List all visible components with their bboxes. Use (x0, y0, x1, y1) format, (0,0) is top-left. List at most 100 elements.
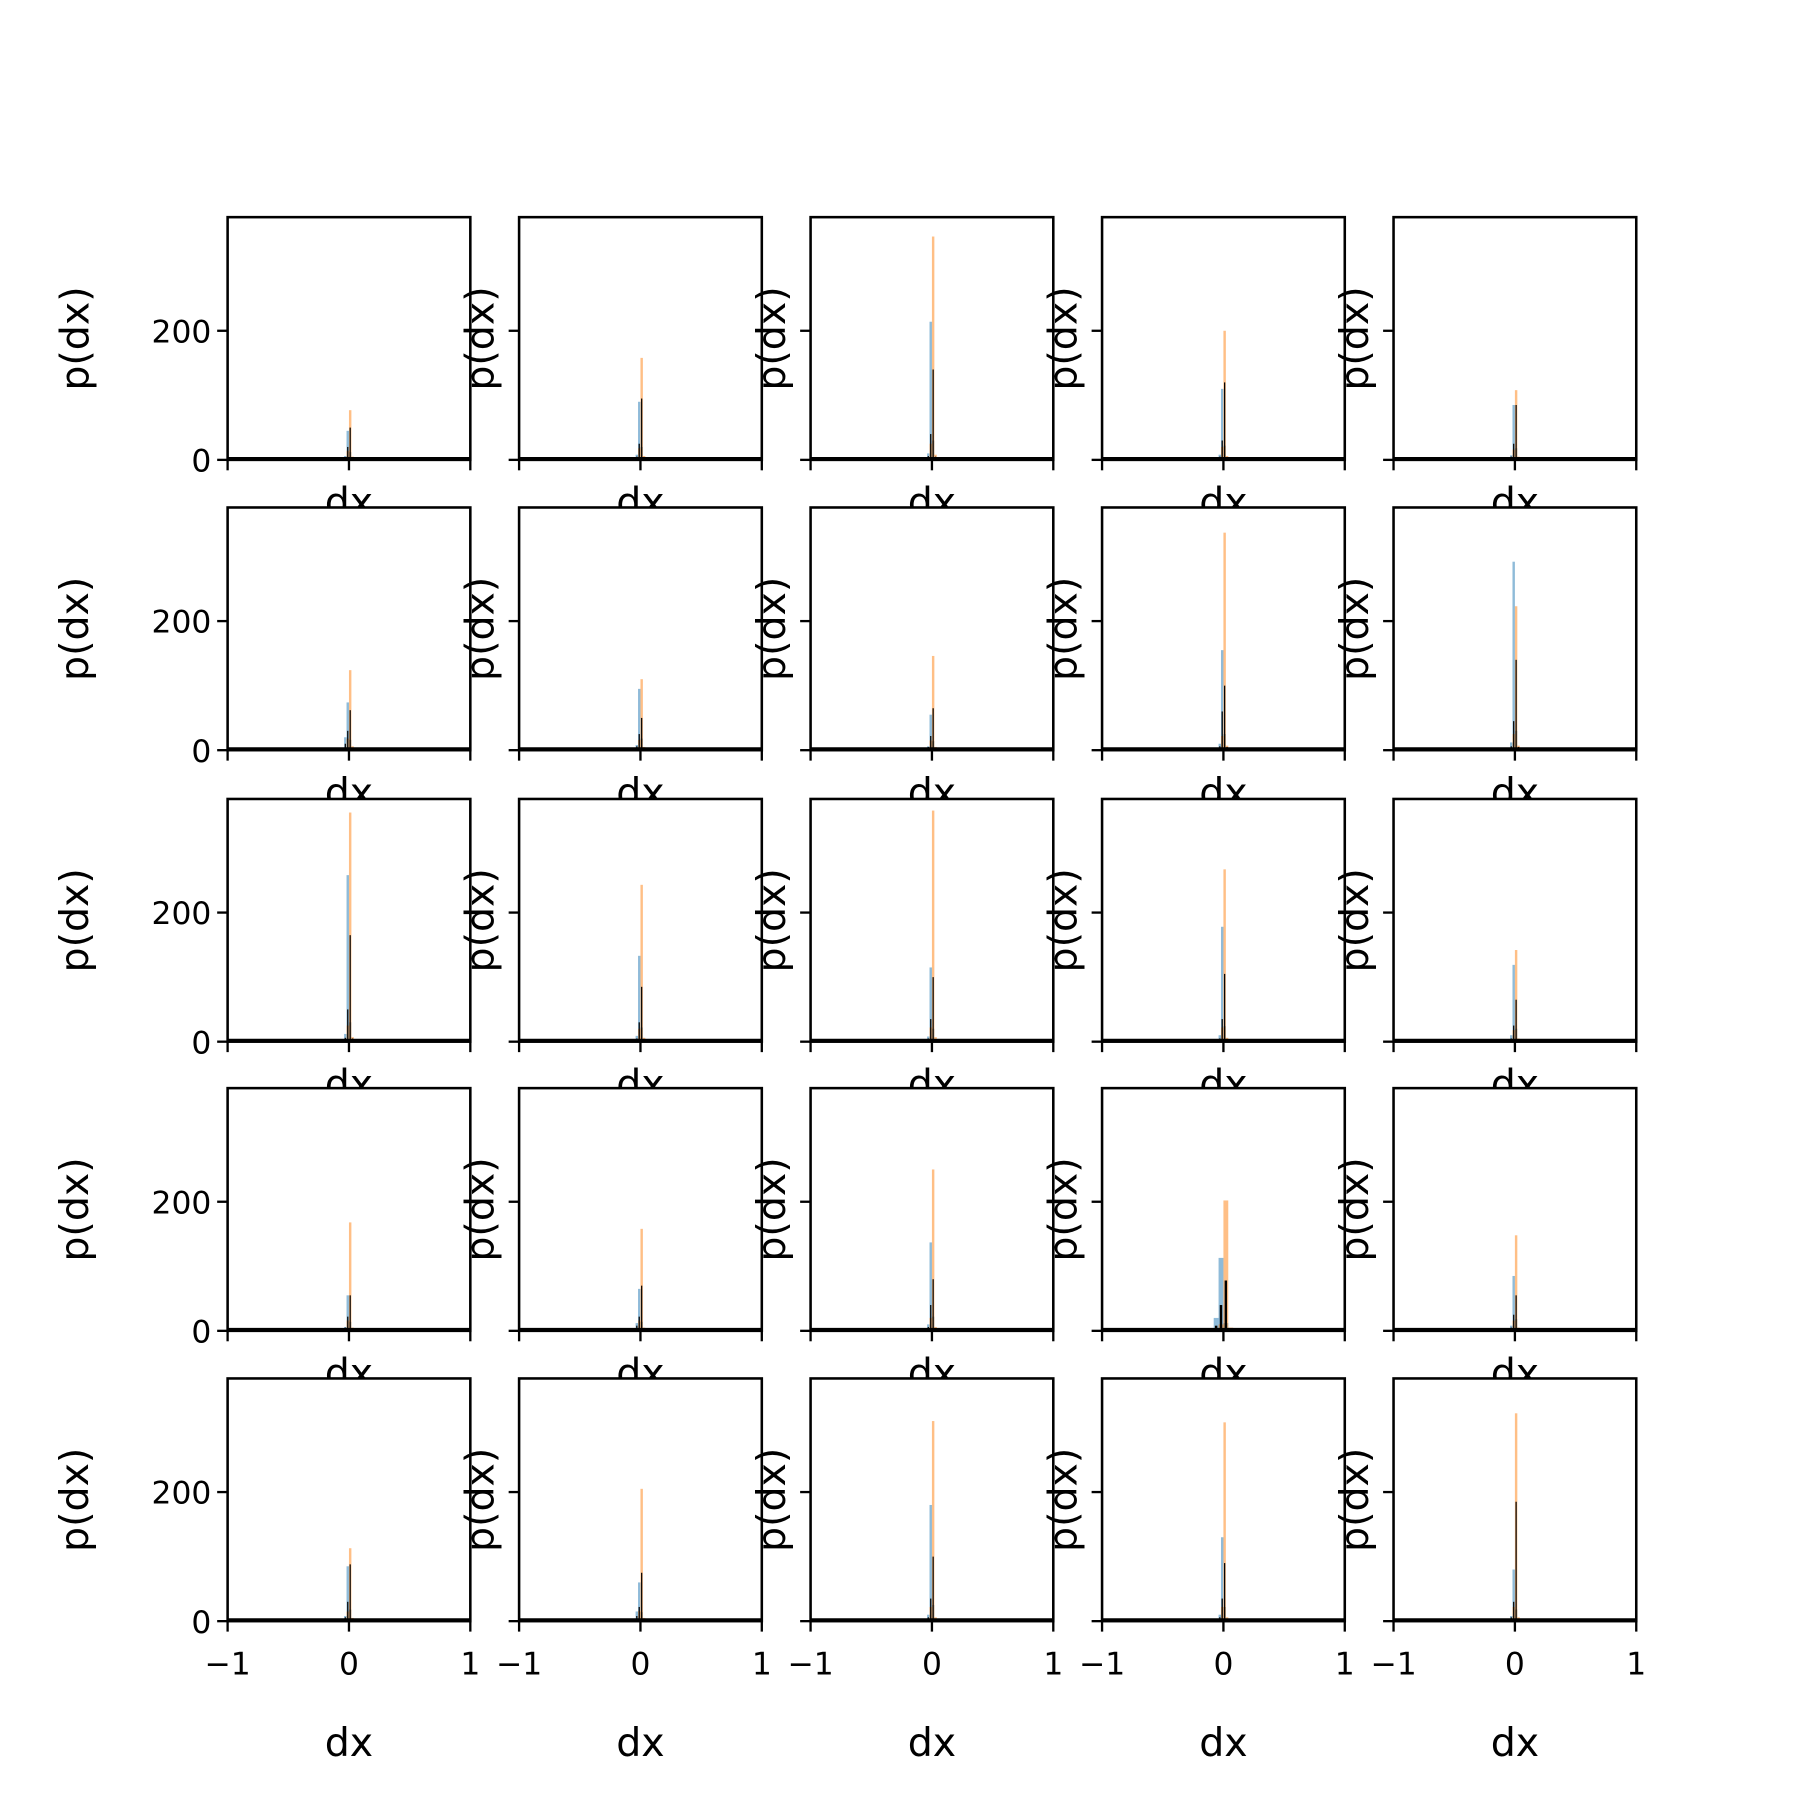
histogram-bar (1221, 1598, 1223, 1622)
histogram-bar (1515, 659, 1517, 751)
histogram-bar (640, 1228, 643, 1331)
histogram-bar (1220, 650, 1224, 751)
histogram-bar (347, 1009, 349, 1042)
histogram-bar (1223, 532, 1226, 751)
y-axis-label: p(dx) (749, 286, 795, 390)
histogram-bar (344, 1033, 347, 1042)
subplot: dxp(dx) (1041, 1086, 1347, 1397)
subplot: dxp(dx) (1332, 215, 1638, 526)
histogram-bar (930, 1019, 932, 1042)
histogram-bar (1220, 388, 1224, 460)
subplot: dxp(dx) (1332, 506, 1638, 816)
histogram-bar (641, 1572, 643, 1622)
axes-frame (226, 797, 472, 1043)
histogram-bar (638, 443, 640, 460)
histogram-bar (348, 812, 352, 1042)
x-tick-label: 1 (1335, 1647, 1355, 1683)
histogram-bar (932, 977, 934, 1042)
subplot: dxp(dx) (458, 1086, 764, 1397)
histogram-bar (932, 708, 934, 751)
histogram-bar (1221, 440, 1223, 460)
subplot: dxp(dx) (1041, 506, 1347, 816)
y-axis-label: p(dx) (749, 1448, 795, 1552)
histogram-bar (1221, 711, 1223, 751)
histogram-bar (931, 236, 935, 460)
y-axis-label: p(dx) (458, 1157, 504, 1261)
y-axis-label: p(dx) (52, 577, 98, 681)
histogram-bar (346, 1295, 349, 1331)
y-axis-label: p(dx) (1041, 868, 1087, 972)
histogram-bar (1218, 1035, 1221, 1042)
y-tick-label: 0 (191, 1025, 211, 1061)
histogram-bar (1512, 964, 1515, 1042)
histogram-bar (1513, 721, 1515, 751)
histogram-bar (929, 1504, 932, 1622)
x-tick-label: 1 (460, 1647, 480, 1683)
histogram-bar (638, 1606, 640, 1622)
histogram-bar (641, 717, 643, 751)
histogram-bar (346, 430, 349, 460)
histogram-bar (1223, 1422, 1226, 1622)
histogram-bar (1510, 742, 1513, 751)
histogram-bar (349, 710, 351, 751)
histogram-bar (349, 1295, 351, 1331)
histogram-bar (641, 1285, 643, 1331)
histogram-bar (1224, 382, 1226, 460)
subplot: dxp(dx) (749, 797, 1055, 1107)
histogram-bar (1510, 1035, 1513, 1042)
histogram-bar (1515, 999, 1517, 1042)
x-tick-label: 1 (752, 1647, 772, 1683)
y-axis-label: p(dx) (1332, 1157, 1378, 1261)
y-axis-label: p(dx) (458, 577, 504, 681)
x-tick-label: 0 (339, 1647, 359, 1683)
x-tick-label: 1 (1626, 1647, 1646, 1683)
histogram-bar (640, 679, 643, 751)
x-axis-label: dx (1491, 1720, 1539, 1766)
histogram-bar (1514, 1235, 1518, 1331)
histogram-bar (346, 702, 349, 751)
histogram-bar (1512, 405, 1515, 460)
y-tick-label: 200 (152, 1476, 212, 1512)
subplot: −1 0 1 dx p(dx) (1332, 1377, 1646, 1766)
histogram-bar (347, 1316, 349, 1331)
x-axis-label: dx (616, 1720, 664, 1766)
x-tick-label: −1 (1079, 1647, 1125, 1683)
axes-frame (1100, 797, 1347, 1043)
histogram-bar (640, 1488, 643, 1622)
histogram-bar (638, 734, 640, 751)
subplot: dxp(dx) (749, 1086, 1055, 1397)
subplot: dxp(dx) (749, 506, 1055, 816)
y-tick-label: 200 (152, 314, 212, 350)
histogram-bar (930, 434, 932, 460)
histogram-bar (349, 1564, 351, 1622)
y-axis-label: p(dx) (458, 868, 504, 972)
histogram-bar (930, 1598, 932, 1622)
histogram-bar (1515, 1295, 1517, 1331)
histogram-bar (929, 714, 932, 751)
y-axis-label: p(dx) (458, 286, 504, 390)
histogram-bar (638, 955, 641, 1042)
y-axis-label: p(dx) (458, 1448, 504, 1552)
histogram-bar (346, 1566, 349, 1622)
histogram-bar (638, 1316, 640, 1331)
histogram-bar (1213, 1317, 1219, 1331)
subplot: dxp(dx) (458, 797, 764, 1107)
histogram-bar (1224, 685, 1226, 751)
y-axis-label: p(dx) (1332, 1448, 1378, 1552)
histogram-bar (1224, 973, 1226, 1042)
y-axis-label: p(dx) (749, 868, 795, 972)
x-axis-label: dx (325, 1720, 373, 1766)
x-tick-label: 0 (630, 1647, 650, 1683)
histogram-bar (929, 1242, 932, 1331)
y-axis-label: p(dx) (749, 577, 795, 681)
y-axis-label: p(dx) (1332, 577, 1378, 681)
subplot: dxp(dx) (458, 506, 764, 816)
y-tick-label: 0 (191, 734, 211, 770)
subplot: dxp(dx) (749, 215, 1055, 526)
y-axis-label: p(dx) (52, 1157, 98, 1261)
